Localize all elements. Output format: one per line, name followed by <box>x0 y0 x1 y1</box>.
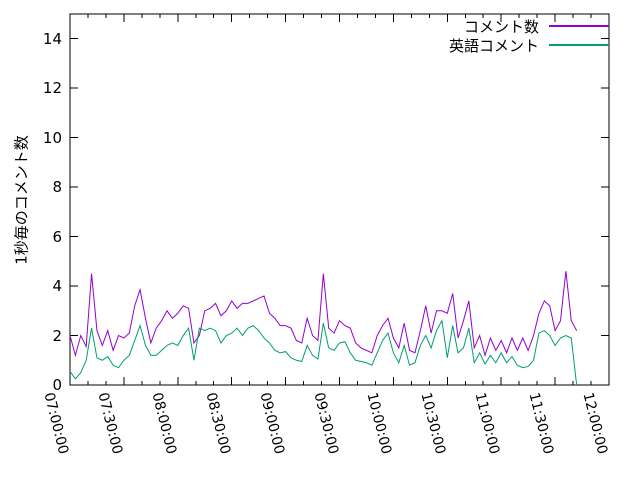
y-tick-label: 8 <box>52 178 62 197</box>
comment-count-line <box>69 271 578 358</box>
legend-label: コメント数 <box>463 17 539 36</box>
y-tick-label: 2 <box>52 326 62 345</box>
y-tick-label: 0 <box>52 376 62 394</box>
y-tick-label: 10 <box>42 128 62 147</box>
y-tick-label: 14 <box>42 29 62 48</box>
plot-frame <box>69 13 610 386</box>
legend: コメント数 英語コメント <box>448 17 609 55</box>
y-tick-label: 4 <box>52 277 62 296</box>
legend-entry: コメント数 <box>449 17 609 36</box>
english-comment-line <box>69 319 578 386</box>
legend-line-sample <box>549 25 609 27</box>
y-tick-label: 12 <box>42 79 62 98</box>
legend-entry: 英語コメント <box>448 36 609 55</box>
legend-label: 英語コメント <box>448 36 539 55</box>
y-tick-label: 6 <box>52 227 62 246</box>
legend-line-sample <box>549 44 609 46</box>
